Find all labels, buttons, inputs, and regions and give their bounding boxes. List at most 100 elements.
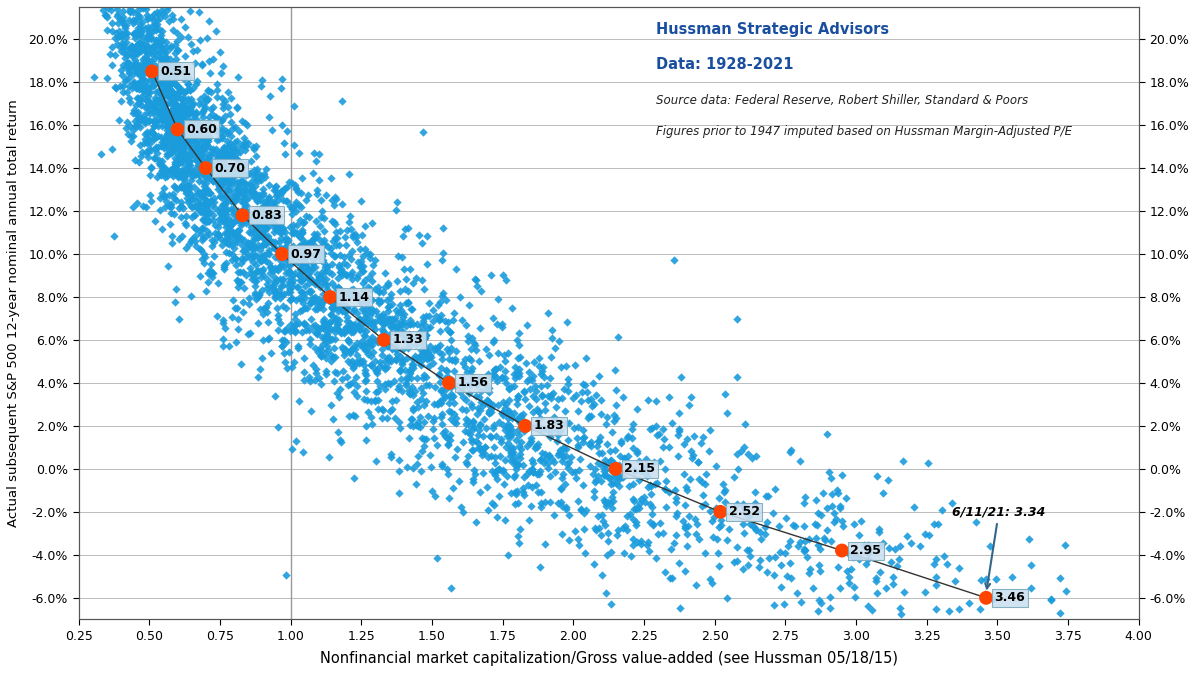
Point — [509, 340, 529, 351]
Point — [292, 267, 311, 277]
Point — [498, 471, 517, 482]
Point — [471, 442, 490, 453]
Point — [438, 343, 457, 354]
Point — [464, 464, 483, 475]
Point — [133, 16, 152, 27]
Point — [739, 544, 758, 555]
Point — [325, 334, 344, 345]
Point — [138, 127, 157, 138]
Point — [286, 295, 305, 306]
Point — [155, 99, 175, 110]
Point — [220, 168, 239, 178]
Point — [246, 141, 266, 151]
Point — [187, 107, 206, 118]
Point — [514, 471, 533, 482]
Point — [401, 389, 420, 400]
Point — [127, 57, 146, 68]
Point — [171, 112, 190, 122]
Point — [883, 578, 902, 589]
Point — [389, 308, 408, 319]
Point — [140, 75, 159, 85]
Point — [361, 341, 380, 351]
Point — [282, 281, 301, 291]
Point — [224, 194, 243, 205]
Point — [151, 193, 170, 204]
Point — [164, 120, 183, 131]
Point — [445, 308, 464, 318]
Point — [687, 529, 706, 540]
Point — [209, 228, 228, 239]
Point — [305, 279, 324, 290]
Point — [127, 40, 146, 50]
Point — [190, 135, 209, 145]
Point — [575, 507, 594, 518]
Point — [508, 459, 527, 470]
Point — [349, 320, 368, 331]
Point — [215, 227, 234, 238]
Point — [438, 464, 457, 475]
Point — [246, 208, 266, 219]
Point — [731, 446, 750, 456]
Point — [307, 269, 327, 279]
Point — [425, 345, 444, 355]
Point — [501, 446, 520, 457]
Point — [141, 163, 160, 174]
Point — [291, 202, 310, 213]
Point — [208, 92, 227, 103]
Point — [276, 569, 295, 580]
Point — [292, 240, 311, 250]
Point — [568, 421, 587, 432]
Point — [281, 272, 300, 283]
Point — [172, 142, 191, 153]
Point — [140, 26, 159, 36]
Point — [596, 469, 615, 480]
Point — [157, 77, 176, 88]
Point — [154, 47, 173, 58]
Point — [358, 395, 377, 406]
Point — [496, 275, 515, 285]
Point — [305, 229, 324, 240]
Point — [171, 170, 190, 180]
Point — [431, 297, 450, 308]
Point — [299, 286, 318, 297]
Point — [285, 357, 304, 367]
Point — [163, 90, 182, 101]
Point — [379, 356, 398, 367]
Point — [423, 316, 443, 326]
Point — [635, 468, 654, 479]
Point — [194, 189, 213, 200]
Point — [738, 559, 757, 570]
Point — [182, 97, 201, 108]
Point — [213, 133, 232, 143]
Point — [386, 343, 405, 353]
Point — [182, 94, 201, 104]
Point — [161, 202, 181, 213]
Point — [353, 304, 372, 315]
Point — [429, 314, 448, 325]
Point — [130, 29, 150, 40]
Point — [257, 223, 276, 234]
Point — [523, 481, 542, 492]
Point — [556, 504, 575, 515]
Point — [154, 106, 173, 116]
Point — [347, 338, 366, 349]
Point — [470, 418, 489, 429]
Point — [352, 318, 371, 328]
Point — [324, 343, 343, 354]
Point — [317, 365, 336, 376]
Point — [260, 257, 279, 268]
Point — [501, 488, 520, 499]
Point — [213, 175, 232, 186]
Point — [388, 321, 407, 332]
Point — [166, 143, 185, 153]
Point — [659, 441, 678, 452]
Point — [154, 163, 173, 174]
Point — [408, 318, 427, 329]
Point — [285, 140, 304, 151]
Point — [297, 271, 316, 282]
Point — [891, 608, 910, 619]
Point — [338, 335, 358, 346]
Point — [240, 218, 260, 229]
Point — [129, 38, 148, 48]
Point — [266, 223, 285, 234]
